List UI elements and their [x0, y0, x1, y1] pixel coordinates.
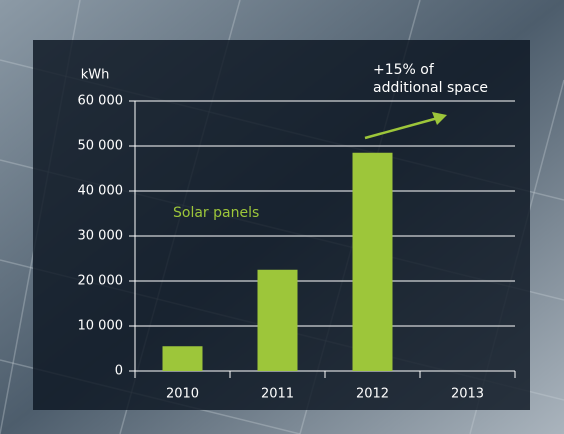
annotation: +15% of — [373, 62, 435, 78]
bar — [353, 153, 393, 371]
y-tick-label: 0 — [115, 364, 123, 379]
annotation: additional space — [373, 80, 488, 96]
legend-label: Solar panels — [173, 205, 259, 221]
y-tick-label: 40 000 — [78, 184, 124, 199]
y-axis-label: kWh — [81, 68, 110, 83]
chart: kWh +15% of additional space 0 10 000 20 0… — [0, 0, 564, 434]
y-tick-label: 20 000 — [78, 274, 124, 289]
bar — [163, 346, 203, 371]
x-tick-label: 2013 — [451, 387, 484, 402]
x-tick-label: 2010 — [166, 387, 199, 402]
bar — [258, 270, 298, 371]
y-tick-label: 30 000 — [78, 229, 124, 244]
x-tick-label: 2011 — [261, 387, 294, 402]
y-tick-label: 60 000 — [78, 94, 124, 109]
x-tick-label: 2012 — [356, 387, 389, 402]
y-tick-label: 50 000 — [78, 139, 124, 154]
page: {"chart_data": {"type": "bar", "ylabel":… — [0, 0, 564, 434]
y-tick-label: 10 000 — [78, 319, 124, 334]
